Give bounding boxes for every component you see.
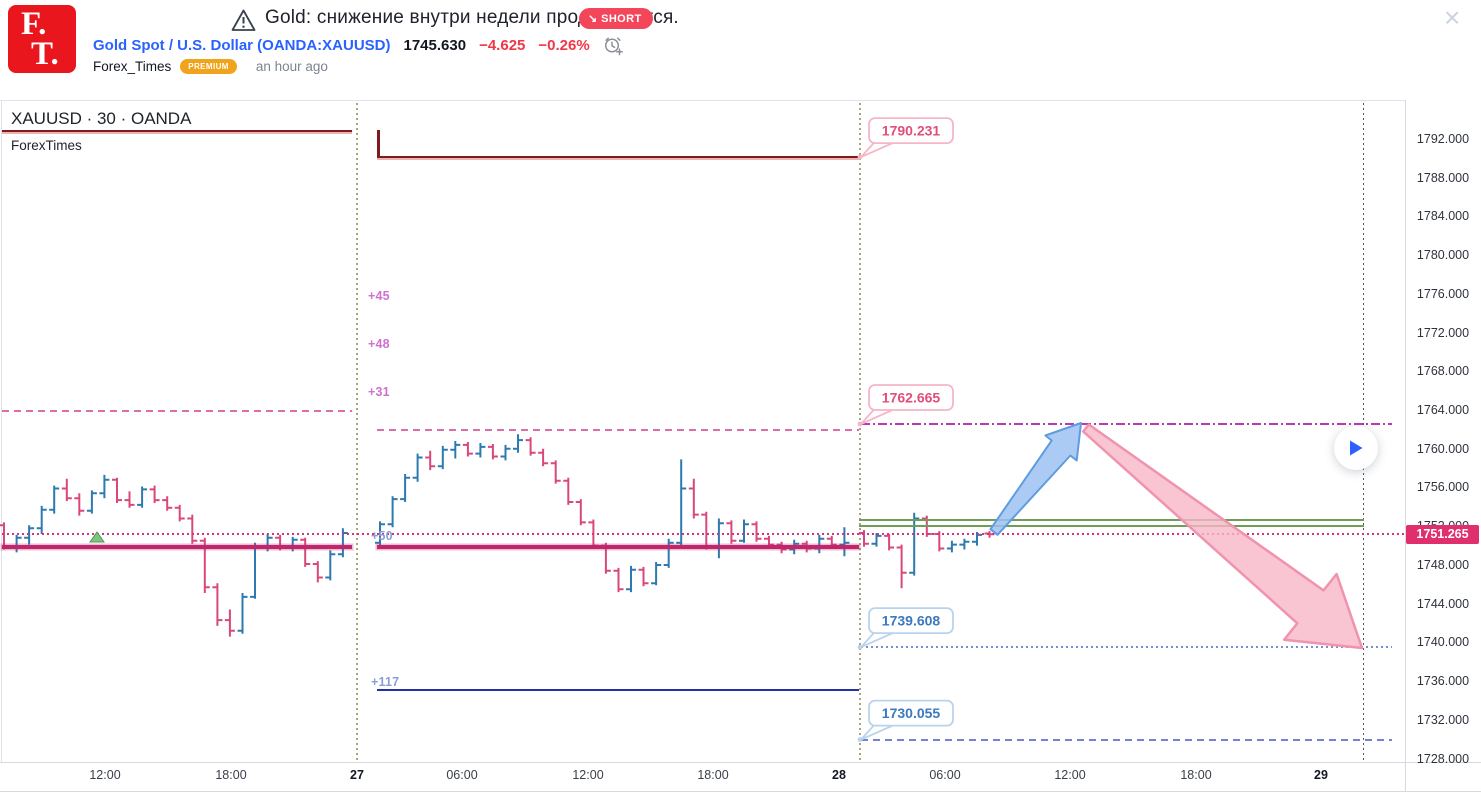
price-axis-separator [1405,100,1406,791]
plot-top-border [0,100,1405,101]
price-tick-label: 1740.000 [1416,635,1470,650]
time-tick-label: 28 [832,768,846,782]
premium-badge: PREMIUM [180,59,237,74]
price-tick-label: 1744.000 [1416,596,1470,611]
symbol-link[interactable]: Gold Spot / U.S. Dollar (OANDA:XAUUSD) [93,37,391,54]
price-tick-label: 1776.000 [1416,286,1470,301]
play-icon [1350,440,1363,456]
time-tick-label: 27 [350,768,364,782]
logo-letter-t: T. [31,36,59,72]
plot-left-border [1,100,2,762]
forex-times-logo[interactable]: F. T. [8,5,76,73]
short-label: SHORT [601,13,642,25]
price-tick-label: 1732.000 [1416,712,1470,727]
time-tick-label: 06:00 [929,768,961,782]
price-tick-label: 1748.000 [1416,557,1470,572]
play-button[interactable] [1334,426,1378,470]
price-change-pct: −0.26% [538,37,590,54]
time-tick-label: 12:00 [89,768,121,782]
logo-letter-f: F. [21,6,47,42]
price-tick-label: 1764.000 [1416,403,1470,418]
time-tick-label: 18:00 [215,768,247,782]
time-tick-label: 29 [1314,768,1328,782]
chart-author-watermark: ForexTimes [11,138,82,153]
time-axis-separator [0,762,1481,763]
price-axis[interactable] [1405,100,1481,762]
short-arrow-icon: ↘ [588,13,598,25]
session-break-28 [859,103,861,762]
price-tick-label: 1788.000 [1416,170,1470,185]
level-1790-connector [377,130,380,159]
idea-title: Gold: снижение внутри недели продолжаетс… [265,7,679,28]
price-tick-label: 1780.000 [1416,248,1470,263]
warning-triangle-icon [230,8,257,38]
current-price-badge: 1751.265 [1406,524,1479,544]
price-tick-label: 1760.000 [1416,441,1470,456]
price-tick-label: 1792.000 [1416,132,1470,146]
price-tick-label: 1772.000 [1416,325,1470,340]
up-bars [11,434,982,634]
posted-time: an hour ago [255,59,328,74]
price-tick-label: 1756.000 [1416,480,1470,495]
chart-symbol-watermark: XAUUSD · 30 · OANDA [11,109,192,128]
time-tick-label: 18:00 [697,768,729,782]
alarm-clock-plus-icon[interactable] [603,35,624,56]
short-direction-badge[interactable]: ↘ SHORT [579,8,653,29]
price-tick-label: 1768.000 [1416,364,1470,379]
time-tick-label: 12:00 [572,768,604,782]
price-change-abs: −4.625 [479,37,526,54]
price-tick-label: 1728.000 [1416,751,1470,766]
close-icon[interactable]: × [1444,2,1461,33]
page-bottom-border [0,791,1481,792]
time-tick-label: 06:00 [446,768,478,782]
last-price: 1745.630 [403,37,467,54]
session-break-27 [356,103,358,762]
time-tick-label: 12:00 [1054,768,1086,782]
price-tick-label: 1736.000 [1416,674,1470,689]
author-name[interactable]: Forex_Times [93,59,172,74]
time-tick-label: 18:00 [1180,768,1212,782]
price-tick-label: 1784.000 [1416,209,1470,224]
